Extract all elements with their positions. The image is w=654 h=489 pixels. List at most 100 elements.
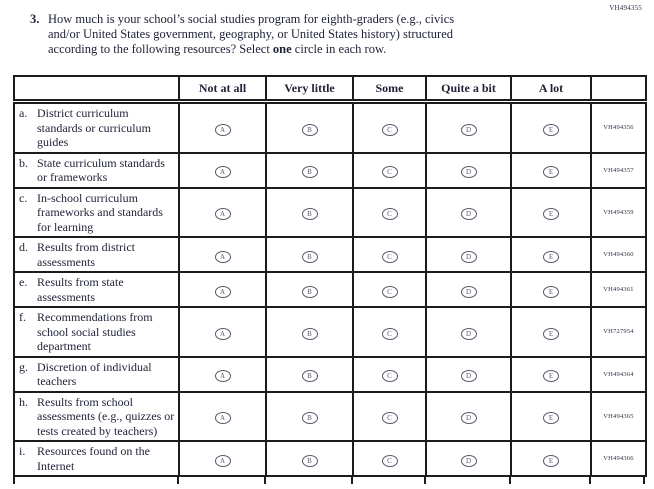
header-empty-right — [590, 75, 647, 104]
answer-bubble-e[interactable]: E — [543, 123, 559, 136]
answer-bubble-c[interactable]: C — [381, 327, 398, 340]
answer-bubble-e[interactable]: E — [543, 208, 559, 221]
answer-bubble-d[interactable]: D — [460, 208, 477, 221]
answer-bubble-d[interactable]: D — [460, 327, 477, 340]
answer-bubble-d[interactable]: D — [460, 412, 477, 425]
table-row: f. Recommendations from school social st… — [13, 306, 647, 358]
table-bottom-column-stubs — [13, 477, 645, 489]
answer-bubble-a[interactable]: A — [214, 123, 231, 136]
answer-bubble-c[interactable]: C — [381, 412, 398, 425]
answer-bubble-c[interactable]: C — [381, 123, 398, 136]
row-letter: c. — [19, 190, 28, 205]
table-row: b. State curriculum standards or framewo… — [13, 151, 647, 189]
row-letter: a. — [19, 106, 28, 120]
answer-bubble-a[interactable]: A — [214, 454, 231, 467]
column-header-some: Some — [352, 75, 427, 104]
table-row: c. In-school curriculum frameworks and s… — [13, 186, 647, 238]
answer-bubble-b[interactable]: B — [301, 166, 318, 178]
answer-bubble-b[interactable]: B — [301, 250, 318, 263]
row-letter: i. — [19, 444, 26, 458]
row-label: Resources found on the Internet — [37, 444, 150, 473]
row-label: Results from state assessments — [37, 275, 124, 304]
row-item-code: VH727954 — [590, 306, 647, 358]
column-stub — [264, 477, 266, 484]
answer-bubble-b[interactable]: B — [301, 454, 318, 467]
table-row: h. Results from school assessments (e.g.… — [13, 390, 647, 442]
row-letter: b. — [19, 155, 28, 170]
answer-bubble-a[interactable]: A — [214, 370, 231, 382]
header-empty-left — [13, 75, 180, 104]
column-header-not-at-all: Not at all — [178, 75, 267, 104]
row-letter: e. — [19, 275, 28, 289]
column-header-a-lot: A lot — [510, 75, 592, 104]
answer-bubble-e[interactable]: E — [543, 370, 559, 382]
table-row: a. District curriculum standards or curr… — [13, 100, 647, 154]
table-row: d. Results from district assessments A B… — [13, 236, 647, 273]
answer-bubble-d[interactable]: D — [460, 166, 477, 178]
answer-bubble-a[interactable]: A — [214, 208, 231, 221]
column-stub — [643, 477, 645, 484]
question-number: 3. — [30, 12, 40, 26]
answer-bubble-e[interactable]: E — [543, 327, 559, 340]
answer-bubble-e[interactable]: E — [543, 250, 559, 263]
column-stub — [424, 477, 426, 484]
row-item-code: VH494361 — [590, 271, 647, 308]
table-row: e. Results from state assessments A B C … — [13, 271, 647, 308]
answer-bubble-a[interactable]: A — [214, 327, 231, 340]
row-item-code: VH494364 — [590, 355, 647, 393]
answer-bubble-c[interactable]: C — [381, 166, 398, 178]
column-stub — [13, 477, 15, 484]
answer-bubble-c[interactable]: C — [381, 250, 398, 263]
answer-bubble-c[interactable]: C — [381, 208, 398, 221]
row-label: Discretion of individual teachers — [37, 359, 152, 389]
row-label: Recommendations from school social studi… — [37, 310, 153, 353]
column-stub — [589, 477, 591, 484]
answer-bubble-d[interactable]: D — [460, 454, 477, 467]
answer-bubble-a[interactable]: A — [214, 285, 231, 298]
column-header-very-little: Very little — [265, 75, 354, 104]
answer-bubble-b[interactable]: B — [301, 285, 318, 298]
answer-bubble-e[interactable]: E — [543, 166, 559, 178]
column-stub — [177, 477, 179, 484]
row-letter: f. — [19, 310, 26, 324]
table-row: g. Discretion of individual teachers A B… — [13, 355, 647, 393]
answer-bubble-a[interactable]: A — [214, 166, 231, 178]
answer-bubble-b[interactable]: B — [301, 208, 318, 221]
response-matrix-table: Not at all Very little Some Quite a bit … — [13, 75, 647, 477]
row-item-code: VH494365 — [590, 390, 647, 442]
answer-bubble-d[interactable]: D — [460, 370, 477, 382]
answer-bubble-e[interactable]: E — [543, 454, 559, 467]
question-bold-word: one — [272, 42, 292, 56]
column-header-quite-a-bit: Quite a bit — [425, 75, 512, 104]
row-item-code: VH494360 — [590, 236, 647, 273]
question-line-3: according to the following resources? Se… — [48, 42, 273, 56]
row-label: In-school curriculum frameworks and stan… — [37, 190, 163, 234]
header-row: Not at all Very little Some Quite a bit … — [13, 75, 647, 104]
question-block: 3. How much is your school’s social stud… — [30, 12, 454, 57]
answer-bubble-d[interactable]: D — [460, 123, 477, 136]
answer-bubble-d[interactable]: D — [460, 285, 477, 298]
answer-bubble-c[interactable]: C — [381, 370, 398, 382]
row-label: Results from district assessments — [37, 240, 135, 269]
answer-bubble-a[interactable]: A — [214, 250, 231, 263]
answer-bubble-b[interactable]: B — [301, 123, 318, 136]
answer-bubble-a[interactable]: A — [214, 412, 231, 425]
row-letter: h. — [19, 394, 28, 409]
answer-bubble-b[interactable]: B — [301, 412, 318, 425]
answer-bubble-b[interactable]: B — [301, 370, 318, 382]
item-code-top: VH494355 — [609, 4, 642, 12]
table-row: i. Resources found on the Internet A B C… — [13, 440, 647, 477]
row-item-code: VH494366 — [590, 440, 647, 477]
question-line-1: How much is your school’s social studies… — [48, 12, 455, 26]
answer-bubble-c[interactable]: C — [381, 454, 398, 467]
question-line-2: and/or United States government, geograp… — [48, 27, 453, 41]
answer-bubble-e[interactable]: E — [543, 285, 559, 298]
answer-bubble-c[interactable]: C — [381, 285, 398, 298]
question-text: How much is your school’s social studies… — [48, 12, 454, 57]
row-letter: g. — [19, 359, 28, 374]
row-item-code: VH494359 — [590, 186, 647, 238]
answer-bubble-d[interactable]: D — [460, 250, 477, 263]
answer-bubble-b[interactable]: B — [301, 327, 318, 340]
answer-bubble-e[interactable]: E — [543, 412, 559, 425]
